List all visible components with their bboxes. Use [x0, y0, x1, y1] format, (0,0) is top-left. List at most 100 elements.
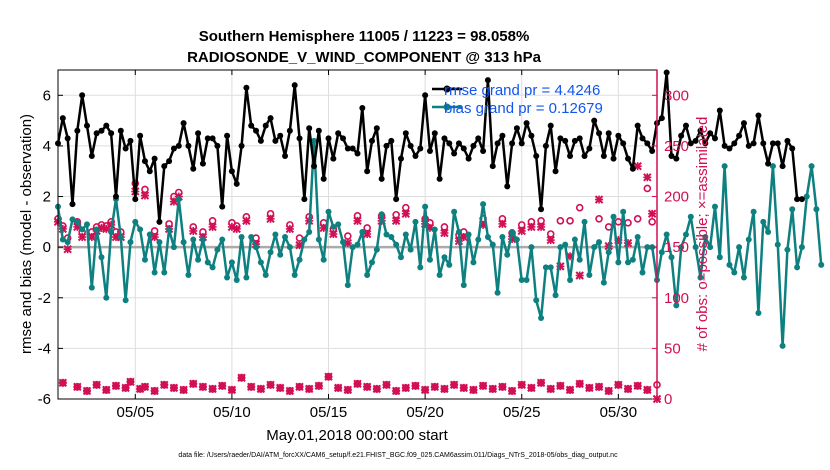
rmse-point: [272, 137, 279, 144]
bias-point: [127, 239, 134, 246]
rmse-point: [117, 127, 124, 134]
rmse-point: [774, 140, 781, 147]
bias-point: [673, 302, 680, 309]
bias-point: [282, 234, 289, 241]
rmse-point: [64, 135, 71, 142]
bias-point: [161, 269, 168, 276]
bias-point: [340, 239, 347, 246]
x-axis-label: May.01,2018 00:00:00 start: [266, 427, 448, 444]
rmse-point: [243, 84, 250, 91]
rmse-point: [204, 135, 211, 142]
obs_low_assimilated-point: [459, 383, 468, 393]
bias-point: [687, 213, 694, 220]
bias-point: [277, 251, 284, 258]
rmse-point: [571, 137, 578, 144]
rmse-point: [320, 175, 327, 182]
bias-point: [393, 241, 400, 248]
rmse-point: [687, 140, 694, 147]
obs_low_assimilated-point: [314, 381, 324, 391]
obs_low_assimilated-point: [575, 379, 584, 389]
rmse-point: [69, 201, 76, 208]
bias-point: [581, 218, 588, 225]
bias-point: [137, 226, 144, 233]
bias-point: [122, 297, 129, 304]
obs_low_assimilated-point: [140, 382, 150, 392]
bias-point: [436, 271, 443, 278]
obs_low_assimilated-point: [333, 383, 343, 393]
bias-point: [523, 277, 530, 284]
bias-point: [484, 234, 491, 241]
rmse-point: [702, 140, 709, 147]
bias-point: [286, 244, 293, 251]
y-left-axis-label: rmse and bias (model - observation): [18, 114, 35, 354]
rmse-point: [596, 130, 603, 137]
rmse-point: [112, 193, 119, 200]
legend-bias-marker: [443, 103, 451, 111]
bias-point: [315, 236, 322, 243]
obs_low_assimilated-point: [401, 383, 411, 393]
rmse-point: [567, 153, 574, 160]
rmse-point: [460, 145, 467, 152]
bias-point: [320, 256, 327, 263]
bias-point: [538, 315, 545, 322]
rmse-point: [219, 203, 226, 210]
obs_low_assimilated-point: [623, 384, 633, 394]
bias-point: [64, 239, 71, 246]
bias-point: [808, 163, 815, 170]
rmse-point: [277, 132, 284, 139]
obs_low_assimilated-point: [237, 373, 246, 382]
obs_assimilated-point: [517, 226, 526, 236]
bias-point: [170, 244, 177, 251]
bias-point: [721, 163, 728, 170]
obs_low_assimilated-point: [295, 382, 304, 392]
obs_possible-point: [643, 184, 652, 193]
bias-point: [634, 234, 641, 241]
rmse-point: [248, 122, 255, 129]
obs_low_assimilated-point: [266, 380, 275, 390]
y-right-tick-label: 150: [664, 239, 689, 256]
rmse-point: [301, 196, 308, 203]
obs_assimilated-point: [208, 222, 217, 232]
bias-point: [74, 218, 81, 225]
bias-point: [528, 244, 535, 251]
rmse-point: [547, 122, 554, 129]
bias-point: [344, 282, 351, 289]
rmse-point: [769, 140, 776, 147]
obs_assimilated-point: [647, 209, 657, 218]
bias-point: [132, 218, 139, 225]
bias-point: [784, 246, 791, 253]
rmse-point: [789, 145, 796, 152]
bias-point: [301, 236, 308, 243]
rmse-point: [518, 140, 525, 147]
obs_low_assimilated-point: [469, 385, 478, 395]
bias-point: [383, 231, 390, 238]
rmse-point: [562, 137, 569, 144]
rmse-point: [311, 163, 318, 170]
obs_possible-point: [566, 217, 574, 225]
bias-point: [591, 244, 598, 251]
rmse-point: [330, 155, 337, 162]
rmse-point: [475, 135, 482, 142]
obs_low_assimilated-point: [247, 382, 256, 392]
rmse-point: [170, 145, 177, 152]
rmse-point: [199, 160, 206, 167]
obs_assimilated-point: [498, 219, 507, 229]
obs_low_assimilated-point: [449, 380, 459, 390]
obs_low_assimilated-point: [430, 382, 439, 392]
rmse-point: [634, 122, 641, 129]
obs_low_assimilated-point: [276, 383, 285, 393]
obs_assimilated-point: [329, 229, 338, 239]
rmse-point: [209, 135, 216, 142]
rmse-point: [228, 168, 235, 175]
rmse-point: [441, 135, 448, 142]
bias-point: [325, 208, 332, 215]
bias-point: [59, 236, 66, 243]
bias-point: [209, 264, 216, 271]
chart-title-line2: RADIOSONDE_V_WIND_COMPONENT @ 313 hPa: [187, 49, 542, 66]
y-left-tick-label: -4: [38, 340, 51, 357]
rmse-point: [364, 168, 371, 175]
obs_assimilated-point: [189, 226, 198, 236]
rmse-point: [615, 132, 622, 139]
obs_assimilated-point: [285, 224, 295, 234]
rmse-point: [185, 142, 192, 149]
